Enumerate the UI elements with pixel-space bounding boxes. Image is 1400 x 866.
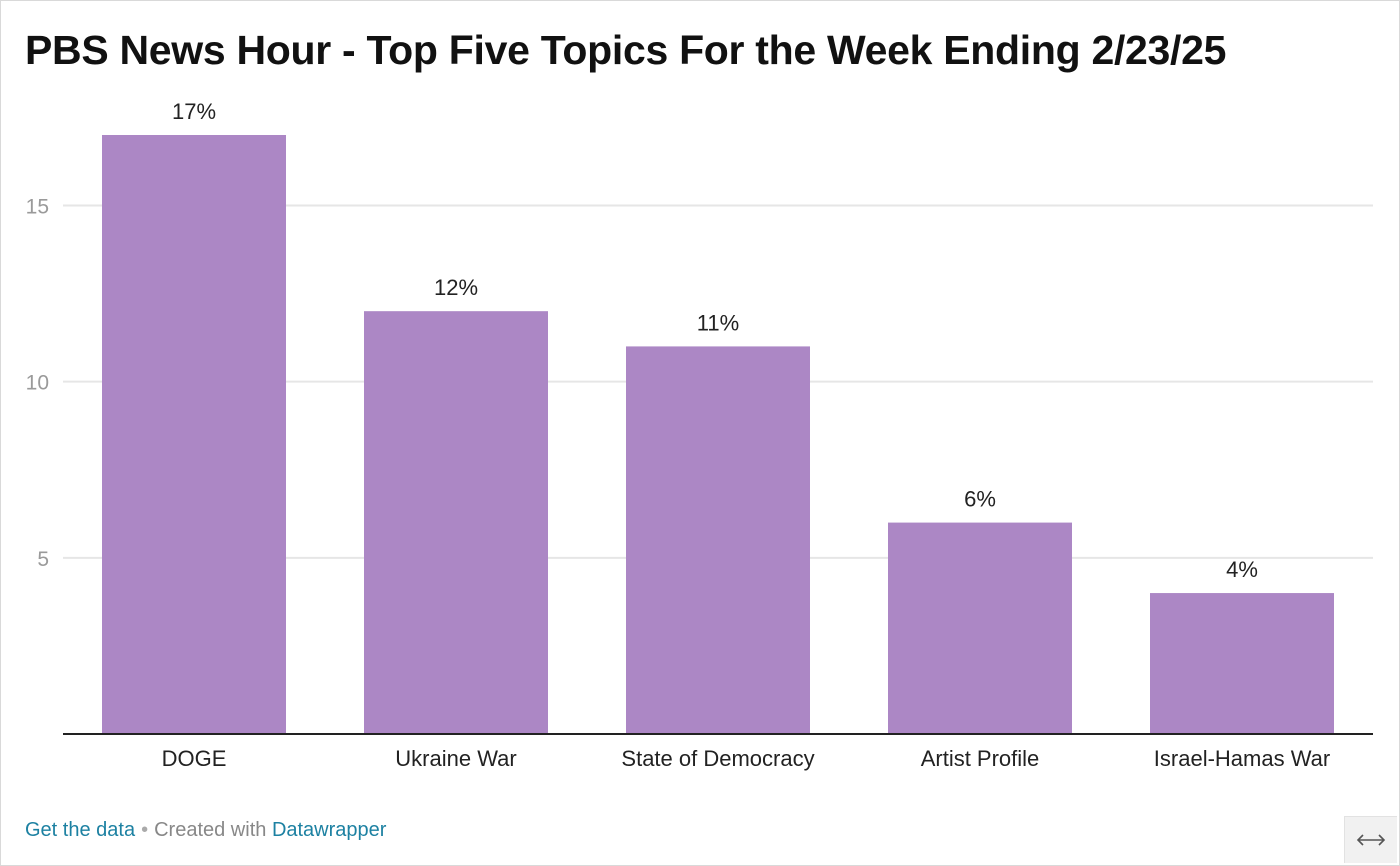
bar xyxy=(888,522,1072,734)
bar-value-label: 6% xyxy=(964,487,996,512)
horizontal-resize-arrows-icon xyxy=(1356,834,1386,846)
bar xyxy=(102,135,286,734)
y-tick-label: 10 xyxy=(26,372,49,395)
footer-separator: • xyxy=(141,819,149,841)
x-category-label: Ukraine War xyxy=(395,746,516,771)
datawrapper-link[interactable]: Datawrapper xyxy=(271,819,387,841)
bar-chart: 5 10 15 17% 12% 11% 6% 4% DOGE Ukraine War State… xyxy=(26,99,1373,771)
x-category-label: State of Democracy xyxy=(621,746,814,771)
bar-value-label: 17% xyxy=(172,99,216,124)
resize-handle[interactable] xyxy=(1344,816,1397,863)
chart-footer: Get the data • Created with Datawrapper xyxy=(25,819,386,842)
y-tick-label: 5 xyxy=(37,548,49,571)
bar-value-label: 12% xyxy=(434,275,478,300)
chart-title: PBS News Hour - Top Five Topics For the … xyxy=(25,27,1227,73)
x-category-label: Israel-Hamas War xyxy=(1154,746,1330,771)
bar xyxy=(626,346,810,734)
y-axis-tick-labels: 5 10 15 xyxy=(26,195,49,570)
y-tick-label: 15 xyxy=(26,195,49,218)
bar xyxy=(364,311,548,734)
x-category-label: DOGE xyxy=(162,746,227,771)
x-category-label: Artist Profile xyxy=(921,746,1040,771)
bar xyxy=(1150,593,1334,734)
bar-value-labels: 17% 12% 11% 6% 4% xyxy=(172,99,1258,582)
bars xyxy=(102,135,1334,734)
get-the-data-link[interactable]: Get the data xyxy=(25,819,136,841)
x-axis-category-labels: DOGE Ukraine War State of Democracy Artist … xyxy=(162,746,1331,771)
created-with-text: Created with xyxy=(154,819,267,841)
bar-value-label: 11% xyxy=(697,310,739,335)
bar-value-label: 4% xyxy=(1226,557,1258,582)
